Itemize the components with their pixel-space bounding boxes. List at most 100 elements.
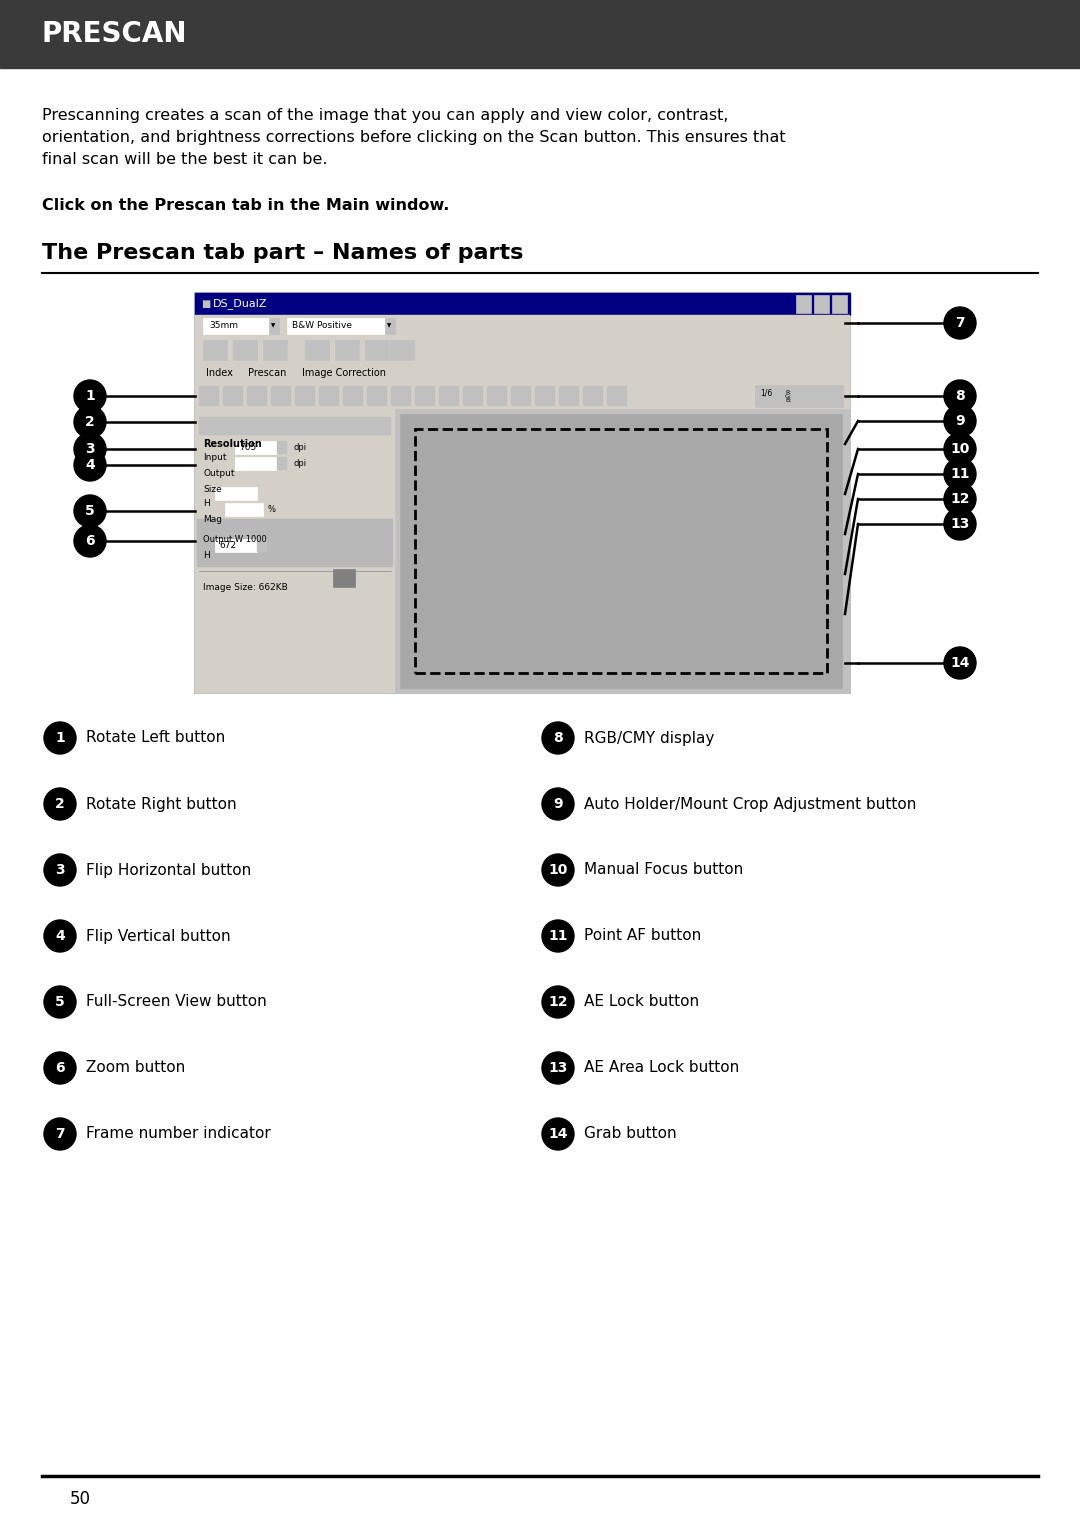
- Text: RGB/CMY display: RGB/CMY display: [584, 730, 714, 746]
- Text: B&W Positive: B&W Positive: [292, 321, 352, 330]
- Circle shape: [944, 483, 976, 515]
- Text: Index: Index: [206, 368, 233, 377]
- Text: 1: 1: [55, 730, 65, 746]
- Bar: [814, 295, 829, 313]
- Bar: [583, 387, 603, 406]
- Text: H: H: [203, 500, 210, 507]
- Text: Point AF button: Point AF button: [584, 929, 701, 943]
- Circle shape: [542, 986, 573, 1018]
- Text: ▼: ▼: [271, 324, 275, 329]
- Text: ■: ■: [201, 299, 211, 309]
- Bar: [235, 457, 276, 471]
- Text: 1/6: 1/6: [760, 388, 772, 397]
- Circle shape: [542, 723, 573, 753]
- Text: Zoom button: Zoom button: [86, 1060, 186, 1076]
- Text: 13: 13: [549, 1060, 568, 1076]
- Text: 7: 7: [55, 1128, 65, 1141]
- Bar: [391, 387, 411, 406]
- Text: 6: 6: [55, 1060, 65, 1076]
- Bar: [199, 417, 391, 435]
- Bar: [257, 539, 267, 552]
- Text: Image Size: 662KB: Image Size: 662KB: [203, 584, 287, 591]
- Bar: [195, 315, 850, 338]
- Text: The Prescan tab part – Names of parts: The Prescan tab part – Names of parts: [42, 243, 524, 263]
- Circle shape: [542, 788, 573, 821]
- Bar: [367, 387, 387, 406]
- Bar: [199, 387, 219, 406]
- Bar: [796, 295, 811, 313]
- Circle shape: [44, 788, 76, 821]
- Bar: [222, 387, 243, 406]
- Bar: [195, 410, 395, 694]
- Text: Mag: Mag: [203, 515, 222, 524]
- Bar: [463, 387, 483, 406]
- Bar: [233, 341, 257, 361]
- Circle shape: [75, 526, 106, 558]
- Text: 3: 3: [55, 863, 65, 877]
- Text: 14: 14: [549, 1128, 568, 1141]
- Bar: [287, 318, 387, 335]
- Bar: [335, 341, 359, 361]
- Bar: [225, 503, 264, 516]
- Text: PRESCAN: PRESCAN: [42, 20, 188, 47]
- Text: 50: 50: [69, 1490, 91, 1508]
- Circle shape: [944, 432, 976, 465]
- Bar: [295, 387, 315, 406]
- Bar: [195, 338, 850, 364]
- Text: Prescan: Prescan: [247, 368, 286, 377]
- Text: 4: 4: [85, 458, 95, 472]
- Bar: [195, 384, 850, 410]
- Text: G:: G:: [785, 394, 792, 399]
- Bar: [832, 295, 847, 313]
- Bar: [333, 568, 355, 587]
- Bar: [487, 387, 507, 406]
- Bar: [276, 442, 287, 454]
- Text: 6: 6: [85, 533, 95, 549]
- Circle shape: [75, 432, 106, 465]
- Text: 11: 11: [950, 468, 970, 481]
- Bar: [0, 0, 1080, 69]
- Bar: [264, 341, 287, 361]
- Bar: [271, 387, 291, 406]
- Circle shape: [75, 449, 106, 481]
- Circle shape: [44, 920, 76, 952]
- Bar: [755, 385, 843, 406]
- Text: %: %: [267, 506, 275, 515]
- Text: Rotate Right button: Rotate Right button: [86, 796, 237, 811]
- Text: 13: 13: [950, 516, 970, 532]
- Text: Size: Size: [203, 484, 221, 494]
- Text: dpi: dpi: [293, 443, 306, 452]
- Text: Click on the Prescan tab in the Main window.: Click on the Prescan tab in the Main win…: [42, 199, 449, 212]
- Circle shape: [542, 854, 573, 886]
- Text: R:: R:: [785, 390, 792, 394]
- Text: Resolution: Resolution: [203, 439, 261, 449]
- Bar: [365, 341, 389, 361]
- Text: 2: 2: [55, 798, 65, 811]
- Bar: [247, 387, 267, 406]
- Circle shape: [944, 507, 976, 539]
- Circle shape: [542, 1118, 573, 1151]
- Text: 7: 7: [955, 316, 964, 330]
- Circle shape: [44, 986, 76, 1018]
- Text: 10: 10: [950, 442, 970, 455]
- Bar: [195, 293, 850, 315]
- Bar: [203, 318, 271, 335]
- Text: Frame number indicator: Frame number indicator: [86, 1126, 271, 1141]
- Text: Prescanning creates a scan of the image that you can apply and view color, contr: Prescanning creates a scan of the image …: [42, 108, 785, 168]
- Bar: [201, 364, 239, 382]
- Bar: [269, 318, 279, 335]
- Text: 10: 10: [549, 863, 568, 877]
- Text: 9: 9: [553, 798, 563, 811]
- Text: 2: 2: [85, 416, 95, 429]
- Text: 705: 705: [239, 443, 256, 452]
- Circle shape: [944, 405, 976, 437]
- Text: 12: 12: [549, 995, 568, 1008]
- Text: 14: 14: [950, 656, 970, 669]
- Text: H: H: [203, 552, 210, 559]
- Bar: [607, 387, 627, 406]
- Text: Auto Holder/Mount Crop Adjustment button: Auto Holder/Mount Crop Adjustment button: [584, 796, 916, 811]
- Text: B:: B:: [785, 397, 792, 402]
- Circle shape: [542, 1051, 573, 1083]
- Bar: [535, 387, 555, 406]
- Text: 8: 8: [553, 730, 563, 746]
